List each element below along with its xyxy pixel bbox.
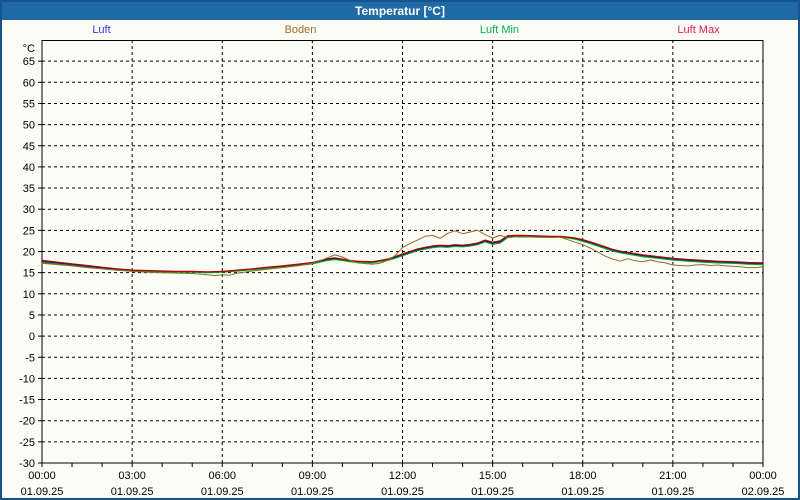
svg-text:60: 60 — [23, 77, 35, 89]
svg-text:-20: -20 — [19, 416, 35, 428]
svg-text:01.09.25: 01.09.25 — [651, 486, 694, 498]
svg-text:01.09.25: 01.09.25 — [111, 486, 154, 498]
legend-item-luft-max: Luft Max — [677, 24, 720, 36]
svg-text:01.09.25: 01.09.25 — [471, 486, 514, 498]
svg-text:00:00: 00:00 — [749, 470, 777, 482]
svg-text:01.09.25: 01.09.25 — [21, 486, 64, 498]
series-luft-max — [41, 234, 764, 273]
svg-text:-30: -30 — [19, 458, 35, 470]
svg-text:06:00: 06:00 — [208, 470, 236, 482]
svg-text:00:00: 00:00 — [28, 470, 56, 482]
svg-text:10: 10 — [23, 289, 35, 301]
svg-text:21:00: 21:00 — [659, 470, 687, 482]
svg-text:01.09.25: 01.09.25 — [291, 486, 334, 498]
svg-text:-15: -15 — [19, 395, 35, 407]
svg-text:35: 35 — [23, 183, 35, 195]
svg-text:65: 65 — [23, 56, 35, 68]
title-bar: Temperatur [°C] — [2, 2, 798, 20]
svg-text:-10: -10 — [19, 373, 35, 385]
window-title: Temperatur [°C] — [355, 4, 445, 18]
series-luft-min — [41, 236, 764, 274]
legend-item-luft-min: Luft Min — [479, 24, 520, 36]
svg-text:02.09.25: 02.09.25 — [742, 486, 785, 498]
svg-text:55: 55 — [23, 98, 35, 110]
svg-text:5: 5 — [29, 310, 35, 322]
svg-text:15: 15 — [23, 268, 35, 280]
svg-text:15:00: 15:00 — [479, 470, 507, 482]
svg-text:01.09.25: 01.09.25 — [561, 486, 604, 498]
series-boden — [41, 229, 764, 277]
chart-legend: Luft Boden Luft Min Luft Max — [2, 20, 798, 40]
svg-text:0: 0 — [29, 331, 35, 343]
svg-text:01.09.25: 01.09.25 — [201, 486, 244, 498]
legend-item-boden: Boden — [284, 24, 317, 36]
svg-text:-25: -25 — [19, 437, 35, 449]
temperature-chart: -30 -25 -20 -15 -10 -5 0 5 10 15 20 25 30 35 40 45 50 55 6… — [19, 40, 785, 498]
svg-text:°C: °C — [23, 43, 35, 55]
svg-text:45: 45 — [23, 141, 35, 153]
svg-text:25: 25 — [23, 225, 35, 237]
svg-text:03:00: 03:00 — [118, 470, 146, 482]
svg-text:40: 40 — [23, 162, 35, 174]
legend-item-luft: Luft — [92, 24, 111, 36]
svg-text:-5: -5 — [25, 352, 35, 364]
svg-text:30: 30 — [23, 204, 35, 216]
svg-text:12:00: 12:00 — [389, 470, 417, 482]
chart-area: -30 -25 -20 -15 -10 -5 0 5 10 15 20 25 30 35 40 45 50 55 6… — [2, 40, 798, 498]
svg-text:09:00: 09:00 — [299, 470, 327, 482]
svg-text:18:00: 18:00 — [569, 470, 597, 482]
svg-text:01.09.25: 01.09.25 — [381, 486, 424, 498]
svg-text:20: 20 — [23, 247, 35, 259]
svg-text:50: 50 — [23, 120, 35, 132]
